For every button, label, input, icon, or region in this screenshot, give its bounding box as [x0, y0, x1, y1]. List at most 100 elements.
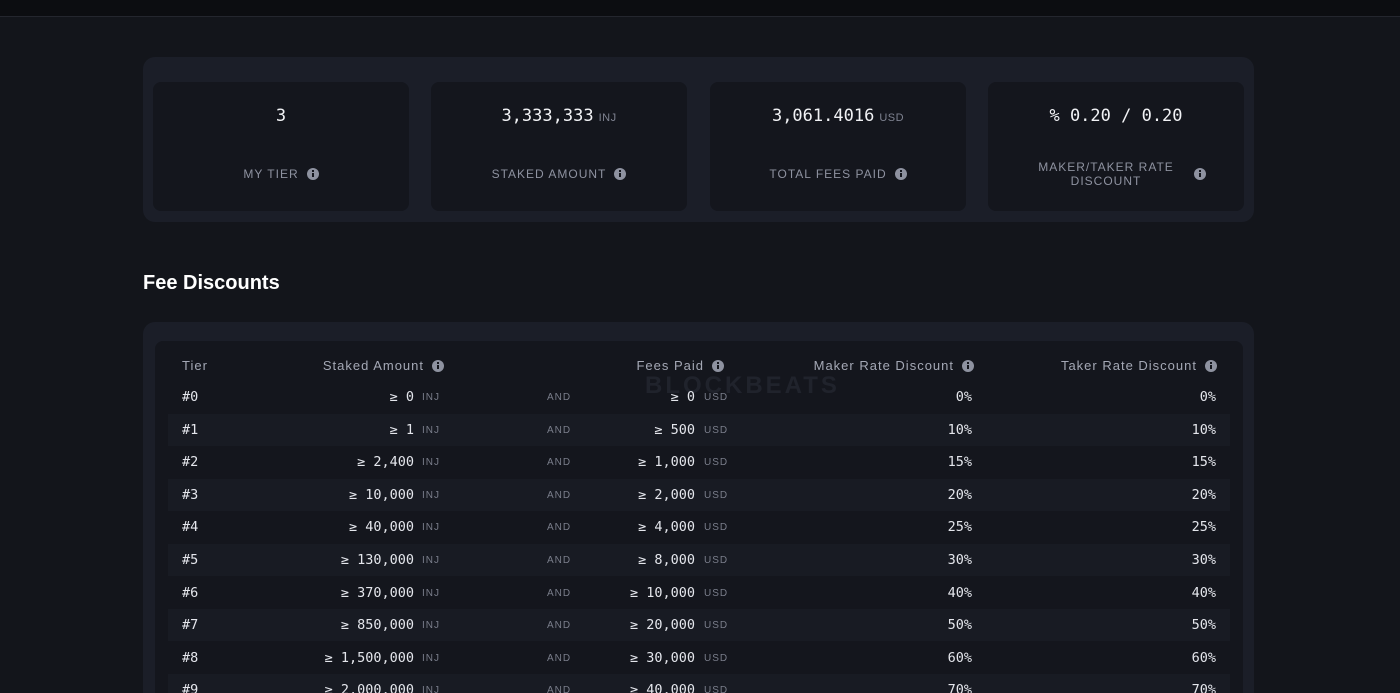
table-cell: ≥ 8,000 — [638, 552, 695, 568]
stat-label-text: TOTAL FEES PAID — [769, 167, 887, 181]
column-header-text: Fees Paid — [636, 358, 704, 373]
table-cell: 70% — [947, 682, 972, 693]
info-icon — [894, 168, 907, 180]
table-cell: INJ — [422, 587, 440, 599]
table-cell: INJ — [422, 620, 440, 632]
stat-label-text: MY TIER — [243, 167, 299, 181]
table-cell: #8 — [182, 649, 199, 666]
info-icon — [614, 168, 627, 180]
table-cell: #6 — [182, 584, 199, 601]
table-cell: ≥ 1,500,000 — [324, 649, 414, 666]
table-cell: 30% — [947, 552, 972, 568]
table-cell: 30% — [1191, 552, 1216, 568]
table-cell: INJ — [422, 685, 440, 693]
table-cell: #4 — [182, 519, 199, 536]
table-cell: #1 — [182, 421, 199, 438]
stat-card: 3,333,333 INJ STAKED AMOUNT — [431, 82, 687, 211]
table-cell: ≥ 4,000 — [638, 519, 695, 536]
table-cell: AND — [547, 620, 572, 632]
table-cell: ≥ 10,000 — [348, 486, 414, 503]
table-cell: 20% — [1191, 486, 1216, 503]
table-cell: USD — [704, 555, 729, 566]
stat-unit: USD — [879, 112, 905, 124]
table-cell: ≥ 1 — [389, 421, 414, 438]
table-cell: INJ — [422, 457, 440, 469]
table-cell: USD — [704, 457, 729, 469]
table-cell: 0% — [955, 389, 972, 405]
table-cell: ≥ 40,000 — [629, 682, 695, 693]
row-stripe — [168, 478, 1230, 511]
row-stripe — [168, 609, 1230, 642]
info-icon — [1205, 359, 1217, 372]
table-cell: ≥ 0 — [389, 389, 414, 405]
stat-label: TOTAL FEES PAID — [730, 156, 946, 192]
table-cell: USD — [704, 392, 729, 403]
table-cell: #7 — [182, 617, 199, 634]
stat-label: STAKED AMOUNT — [451, 156, 667, 192]
row-stripe — [168, 674, 1230, 693]
column-header: Staked Amount — [323, 358, 444, 373]
table-cell: USD — [704, 652, 729, 664]
table-cell: USD — [704, 489, 729, 501]
table-cell: 50% — [947, 617, 972, 634]
stat-label-text: MAKER/TAKER RATE DISCOUNT — [1038, 160, 1174, 188]
stat-value: % 0.20 / 0.20 — [988, 106, 1244, 126]
table-cell: ≥ 1,000 — [638, 454, 695, 471]
table-cell: ≥ 2,000 — [638, 486, 695, 503]
table-cell: ≥ 0 — [670, 389, 695, 405]
top-nav — [0, 0, 1400, 17]
table-cell: AND — [547, 457, 572, 469]
table-cell: ≥ 2,400 — [357, 454, 414, 471]
table-cell: ≥ 370,000 — [340, 584, 414, 601]
stat-card: 3 MY TIER — [153, 82, 409, 211]
stat-value: 3,333,333 INJ — [431, 106, 687, 126]
table-cell: INJ — [422, 424, 440, 436]
table-cell: ≥ 40,000 — [348, 519, 414, 536]
table-cell: ≥ 2,000,000 — [324, 682, 414, 693]
table-cell: AND — [547, 392, 572, 403]
stat-card: % 0.20 / 0.20 MAKER/TAKER RATE DISCOUNT — [988, 82, 1244, 211]
table-cell: INJ — [422, 522, 440, 534]
table-cell: AND — [547, 652, 572, 664]
info-icon — [962, 359, 974, 372]
row-stripe — [168, 544, 1230, 576]
column-header-text: Staked Amount — [322, 358, 424, 373]
info-icon — [306, 168, 319, 180]
table-cell: 10% — [1191, 421, 1216, 438]
table-cell: INJ — [422, 652, 440, 664]
table-cell: #2 — [182, 454, 199, 471]
table-cell: USD — [704, 587, 729, 599]
stat-value: 3 — [153, 106, 409, 126]
table-cell: #3 — [182, 486, 199, 503]
table-cell: AND — [547, 489, 572, 501]
table-cell: AND — [547, 522, 572, 534]
table-cell: 10% — [947, 421, 972, 438]
table-cell: USD — [704, 620, 729, 632]
table-cell: 0% — [1199, 389, 1216, 405]
watermark: BLOCKBEATS — [645, 372, 840, 399]
table-cell: 50% — [1191, 617, 1216, 634]
table-cell: ≥ 20,000 — [629, 617, 695, 634]
table-cell: ≥ 130,000 — [340, 552, 414, 568]
table-cell: 25% — [1191, 519, 1216, 536]
info-icon — [1194, 168, 1206, 180]
table-cell: 25% — [947, 519, 972, 536]
stat-label-text: STAKED AMOUNT — [491, 167, 607, 181]
column-header-text: Maker Rate Discount — [813, 358, 954, 373]
info-icon — [432, 359, 444, 372]
table-cell: 60% — [947, 649, 972, 666]
column-header: Tier — [182, 358, 208, 373]
stat-value-text: 3 — [275, 106, 287, 126]
table-cell: ≥ 500 — [654, 421, 695, 438]
table-cell: USD — [704, 424, 729, 436]
table-cell: 20% — [947, 486, 972, 503]
info-icon — [712, 359, 724, 372]
table-cell: #9 — [182, 682, 199, 693]
stat-value-text: 3,061.4016 — [771, 106, 875, 126]
column-header: Maker Rate Discount — [814, 358, 974, 373]
table-cell: INJ — [422, 392, 440, 403]
row-stripe — [168, 413, 1230, 446]
column-header-text: Taker Rate Discount — [1060, 358, 1197, 373]
table-cell: 60% — [1191, 649, 1216, 666]
